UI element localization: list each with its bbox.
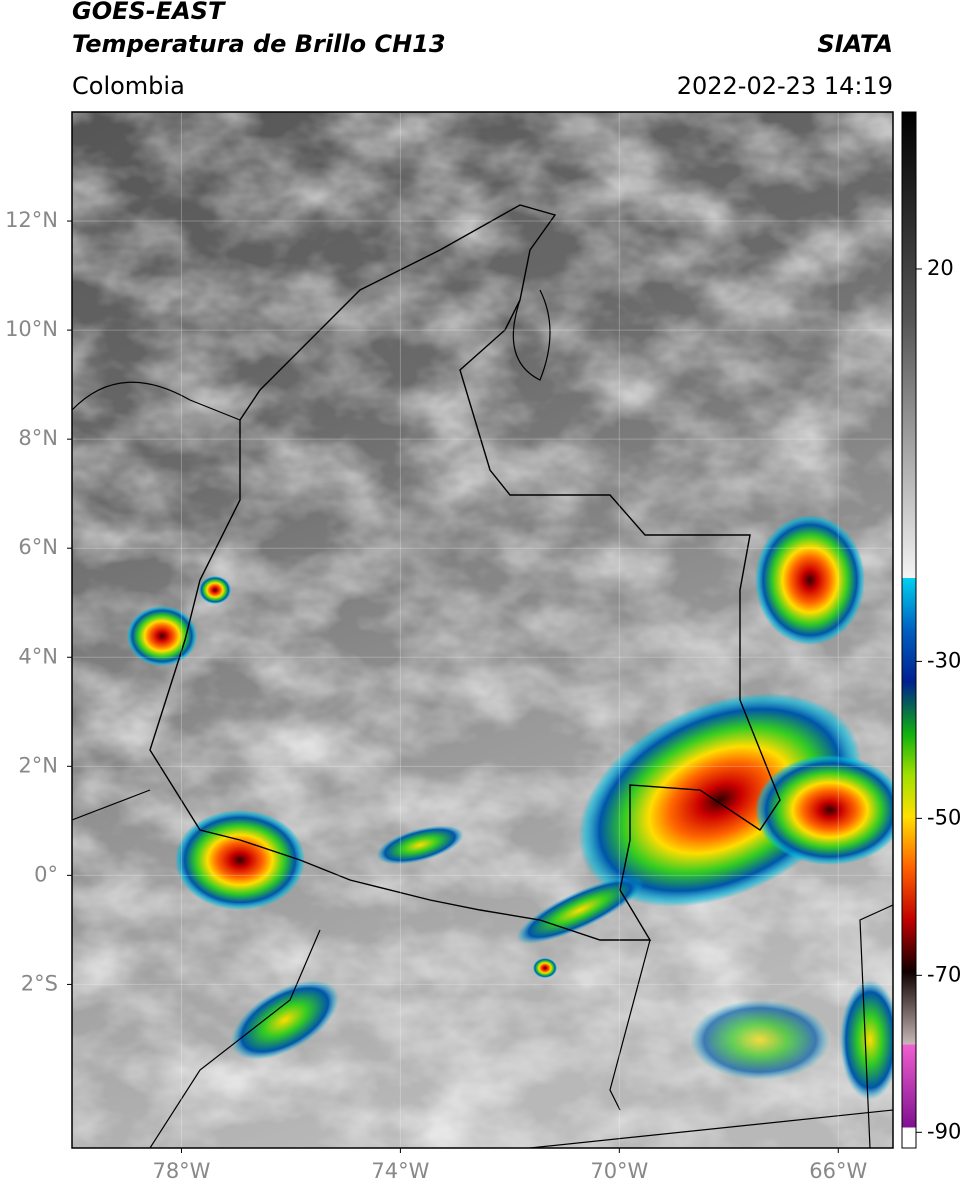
y-tick-label: 10°N — [5, 317, 58, 341]
storm-cell — [376, 825, 464, 865]
colorbar-tick-label: -30 — [927, 648, 961, 672]
colorbar-tick-label: -70 — [927, 962, 961, 986]
storm-cell — [840, 980, 893, 1100]
storm-cell — [755, 515, 865, 645]
map-frame — [71, 111, 894, 1149]
colorbar-tick-label: 20 — [927, 256, 954, 280]
colorbar — [901, 111, 917, 1149]
y-tick-label: 6°N — [18, 535, 58, 559]
y-tick-label: 8°N — [18, 426, 58, 450]
y-tick-label: 0° — [34, 862, 58, 886]
colorbar-tick-label: -90 — [927, 1119, 961, 1143]
graticule — [72, 112, 893, 1148]
datetime: 2022-02-23 14:19 — [677, 72, 893, 100]
x-tick-label: 78°W — [152, 1159, 210, 1183]
subtitle: Temperatura de Brillo CH13 — [72, 30, 446, 58]
storm-cell — [199, 576, 231, 604]
x-tick-label: 74°W — [371, 1159, 429, 1183]
cloud-texture — [72, 112, 893, 1148]
country-border — [149, 204, 781, 941]
y-tick-label: 12°N — [5, 208, 58, 232]
storm-cell — [755, 755, 893, 865]
storm-cell — [690, 1000, 830, 1080]
source: SIATA — [817, 30, 893, 58]
y-tick-label: 2°N — [18, 753, 58, 777]
satellite-image — [72, 112, 893, 1148]
title: GOES-EAST — [72, 0, 226, 25]
storm-cell — [127, 606, 197, 666]
y-tick-label: 2°S — [21, 971, 58, 995]
x-tick-label: 66°W — [809, 1159, 867, 1183]
storm-cell — [175, 810, 305, 910]
storm-cell — [516, 876, 644, 944]
border — [72, 289, 893, 1148]
y-tick-label: 4°N — [18, 644, 58, 668]
colorbar-tick-label: -50 — [927, 805, 961, 829]
x-tick-label: 70°W — [590, 1159, 648, 1183]
storm-cell — [230, 980, 340, 1060]
region: Colombia — [72, 72, 185, 100]
storm-cell — [533, 958, 557, 978]
